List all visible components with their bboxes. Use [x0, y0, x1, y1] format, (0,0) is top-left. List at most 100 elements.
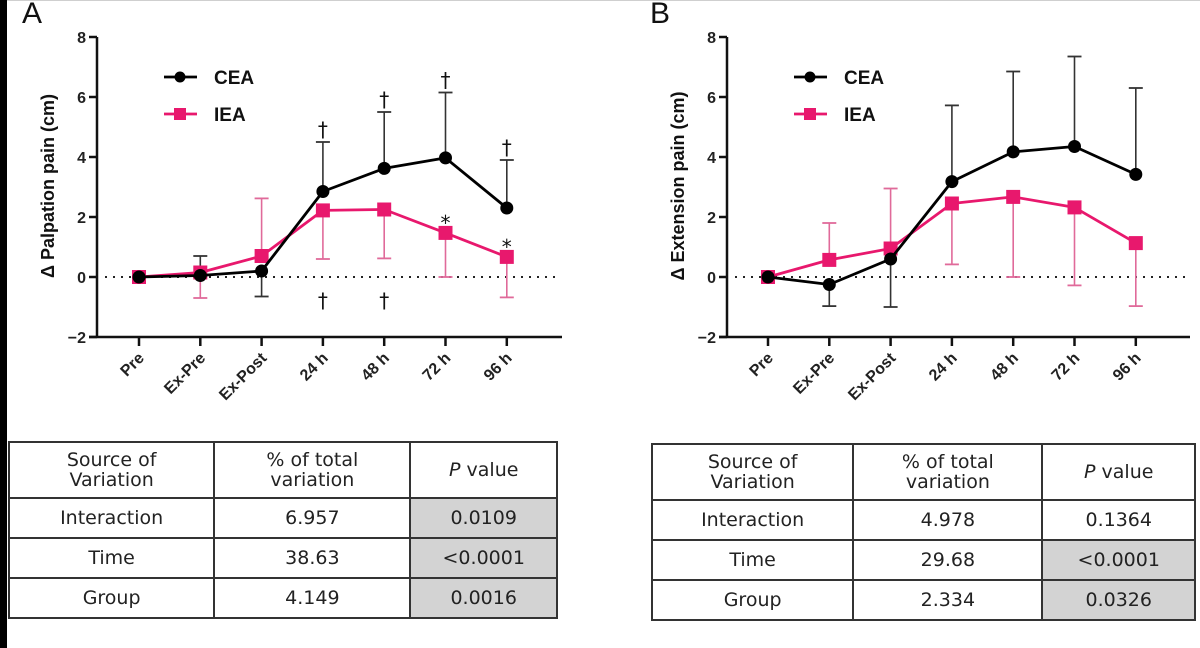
cell-source: Interaction	[650, 499, 855, 541]
panel-a-iea-point	[254, 249, 269, 263]
cell-pct-variation: 4.149	[213, 577, 412, 619]
panel-a-dagger-annotation: †	[502, 136, 512, 160]
header-source: Source of Variation	[7, 441, 216, 499]
panel-b-legend-cea-marker	[804, 71, 816, 83]
panel-letter-b: B	[650, 0, 671, 30]
panel-letter-a: A	[22, 0, 43, 30]
panel-b-y-tick-label: 6	[707, 90, 716, 107]
panel-b-iea-point	[944, 196, 959, 211]
panel-b-cea-point	[945, 175, 959, 189]
header-pct: % of total variation	[852, 443, 1044, 501]
panel-a-legend-cea-marker	[174, 71, 186, 83]
panel-b-x-tick-label: 96 h	[1110, 350, 1145, 385]
cell-p-value: <0.0001	[1041, 539, 1196, 581]
panel-a-x-tick-label: 72 h	[420, 350, 455, 385]
panel-b-y-tick-label: 4	[707, 150, 716, 167]
panel-b-y-tick-label: 8	[707, 30, 716, 47]
table-header-row: Source of Variation % of total variation P…	[7, 441, 558, 499]
panel-a-asterisk-annotation: *	[502, 235, 512, 259]
table-row: Time 38.63 <0.0001	[7, 537, 558, 579]
panel-b-cea-point	[1068, 140, 1081, 153]
panel-b-x-tick-label: 72 h	[1049, 350, 1084, 385]
panel-a-y-tick-label: 4	[77, 150, 86, 167]
panel-a-x-tick-label: 48 h	[358, 350, 393, 385]
panel-a-y-tick-label: 8	[77, 30, 86, 47]
panel-b-y-tick-label: −2	[698, 330, 716, 347]
panel-a-x-tick-label: Pre	[118, 350, 148, 380]
panel-a-y-tick-label: 2	[77, 210, 86, 227]
panel-a-dagger-annotation: †	[318, 118, 328, 142]
header-source-line1: Source of	[707, 451, 798, 473]
panel-a-legend-iea-label: IEA	[214, 105, 246, 126]
left-border	[0, 0, 7, 648]
anova-table-a: Source of Variation % of total variation P…	[7, 441, 558, 619]
panel-b-cea-point	[761, 270, 775, 284]
panel-a-cea-point	[439, 151, 452, 165]
cell-pct-variation: 38.63	[213, 537, 412, 579]
header-p-italic: P	[1084, 461, 1096, 483]
panel-a-x-tick-label: 24 h	[297, 350, 332, 385]
header-pct-line1: % of total	[901, 451, 994, 473]
panel-a-x-tick-label: Ex-Pre	[161, 350, 209, 398]
header-pct-line1: % of total	[266, 449, 359, 471]
panel-a-y-tick-label: −2	[68, 330, 86, 347]
cell-source: Time	[650, 539, 855, 581]
panel-b-iea-point	[883, 241, 898, 256]
panel-a-cea-point	[316, 185, 330, 198]
table-row: Group 4.149 0.0016	[7, 577, 558, 619]
cell-source: Interaction	[7, 497, 216, 539]
panel-a-iea-point	[499, 249, 514, 264]
cell-source: Group	[7, 577, 216, 619]
panel-b-legend-iea-label: IEA	[844, 105, 876, 126]
table-header-row: Source of Variation % of total variation P…	[650, 443, 1196, 501]
panel-b-iea-point	[1128, 236, 1143, 251]
panel-a-cea-point	[377, 161, 391, 175]
panel-b-cea-point	[1006, 145, 1020, 159]
table-row: Interaction 6.957 0.0109	[7, 497, 558, 539]
panel-a-legend-iea-marker	[174, 108, 186, 120]
header-pct-line2: variation	[270, 469, 355, 491]
cell-source: Time	[7, 537, 216, 579]
panel-a-dagger-annotation: †	[379, 289, 389, 313]
panel-a-iea-point	[438, 225, 453, 240]
cell-p-value: 0.1364	[1041, 499, 1196, 541]
cell-p-value: <0.0001	[409, 537, 558, 579]
panel-b-x-tick-label: Ex-Pre	[790, 350, 838, 398]
cell-pct-variation: 2.334	[852, 579, 1044, 621]
panel-a-x-tick-label: Ex-Post	[216, 349, 271, 404]
header-p-italic: P	[449, 459, 461, 481]
table-row: Group 2.334 0.0326	[650, 579, 1196, 621]
panel-a-y-tick-label: 0	[77, 270, 86, 287]
panel-b-y-tick-label: 0	[707, 270, 716, 287]
panel-b-y-axis-label: Δ Extension pain (cm)	[668, 92, 688, 281]
header-p: P value	[1041, 443, 1196, 501]
cell-p-value: 0.0016	[409, 577, 558, 619]
panel-a-asterisk-annotation: *	[441, 211, 451, 235]
header-source-line1: Source of	[66, 449, 157, 471]
table-row: Time 29.68 <0.0001	[650, 539, 1196, 581]
panel-a-dagger-annotation: †	[379, 88, 389, 112]
panel-a-cea-point	[255, 264, 269, 278]
cell-p-value: 0.0326	[1041, 579, 1196, 621]
panel-a-dagger-annotation: †	[441, 68, 451, 92]
panel-a-legend-cea-label: CEA	[214, 68, 254, 89]
panel-a-cea-point	[193, 269, 207, 282]
header-pct-line2: variation	[905, 471, 990, 493]
panel-a-y-tick-label: 6	[77, 90, 86, 107]
header-p-rest: value	[460, 459, 519, 481]
panel-b-x-tick-label: 24 h	[926, 350, 961, 385]
panel-a-cea-point	[500, 201, 514, 215]
cell-p-value: 0.0109	[409, 497, 558, 539]
panel-a-y-axis-label: Δ Palpation pain (cm)	[38, 94, 58, 278]
panel-b-x-tick-label: Pre	[747, 350, 777, 380]
panel-a-x-tick-label: 96 h	[481, 350, 516, 385]
header-source: Source of Variation	[650, 443, 855, 501]
cell-pct-variation: 4.978	[852, 499, 1044, 541]
header-source-line2: Variation	[710, 471, 795, 493]
panel-b-cea-point	[822, 278, 836, 291]
panel-a-cea-point	[132, 270, 146, 284]
panel-b-iea-point	[1006, 189, 1021, 204]
panel-b-cea-point	[884, 252, 898, 266]
panel-a-iea-point	[315, 203, 330, 218]
